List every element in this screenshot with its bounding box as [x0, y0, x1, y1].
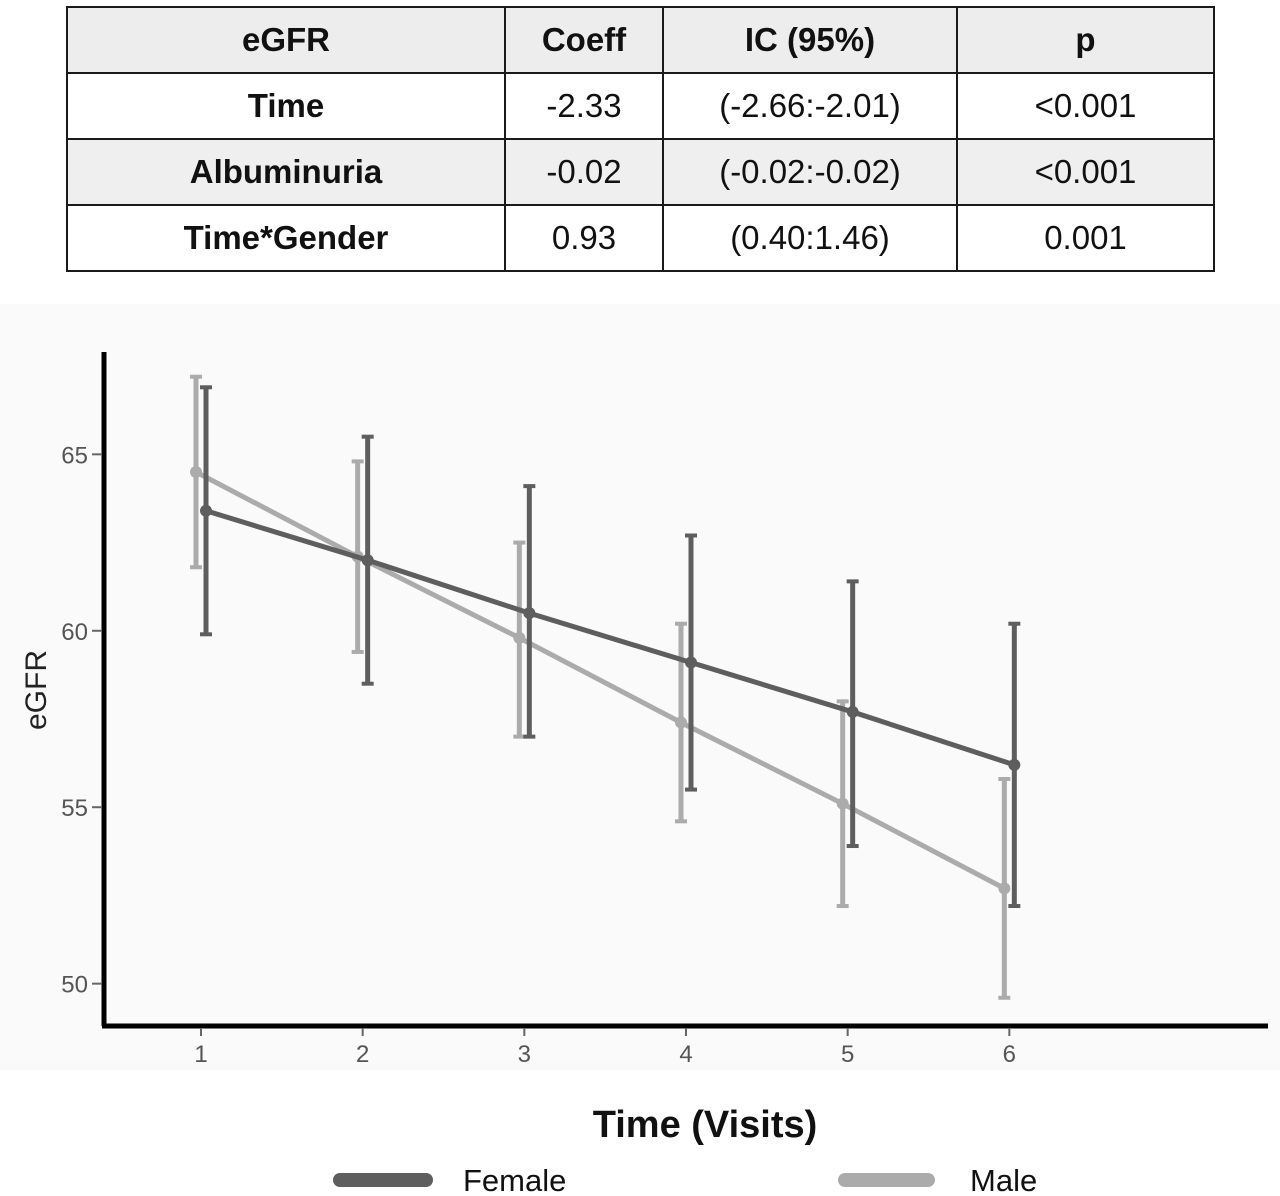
data-point — [846, 705, 859, 718]
row-label: Albuminuria — [66, 138, 506, 206]
series-female — [200, 385, 1021, 909]
x-tick-label: 5 — [841, 1041, 854, 1068]
ticks-layer: 1 2 3 4 5 6 50 55 60 65 — [61, 442, 1016, 1068]
x-axis-label: Time (Visits) — [593, 1104, 818, 1146]
header-coeff: Coeff — [504, 6, 664, 74]
table-row: Time -2.33 (-2.66:-2.01) <0.001 — [66, 72, 1215, 140]
data-point — [513, 631, 526, 644]
cell-ci: (-0.02:-0.02) — [662, 138, 958, 206]
y-tick-label: 55 — [61, 795, 88, 822]
data-point — [190, 465, 202, 478]
cell-ci: (0.40:1.46) — [662, 204, 958, 272]
table-row: Time*Gender 0.93 (0.40:1.46) 0.001 — [66, 204, 1215, 272]
x-tick-label: 6 — [1003, 1041, 1016, 1068]
y-tick-label: 65 — [61, 442, 88, 469]
header-egfr: eGFR — [66, 6, 506, 74]
series-line — [205, 508, 1016, 768]
row-label: Time — [66, 72, 506, 140]
legend: Female Male — [333, 1163, 1037, 1196]
header-ci: IC (95%) — [662, 6, 958, 74]
x-tick-label: 4 — [679, 1041, 692, 1068]
data-point — [361, 554, 374, 567]
y-tick-label: 60 — [61, 619, 88, 646]
data-point — [998, 882, 1011, 895]
cell-p: <0.001 — [956, 72, 1215, 140]
row-label: Time*Gender — [66, 204, 506, 272]
data-point — [685, 656, 697, 669]
legend-label-female: Female — [463, 1163, 566, 1196]
x-tick-label: 3 — [518, 1041, 531, 1068]
header-p: p — [956, 6, 1215, 74]
legend-label-male: Male — [970, 1163, 1037, 1196]
cell-p: 0.001 — [956, 204, 1215, 272]
data-point — [200, 504, 212, 517]
data-point — [1008, 758, 1021, 771]
cell-coeff: -0.02 — [504, 138, 664, 206]
x-tick-label: 2 — [356, 1041, 369, 1068]
series-male — [190, 374, 1011, 1000]
table-row: Albuminuria -0.02 (-0.02:-0.02) <0.001 — [66, 138, 1215, 206]
y-axis-label: eGFR — [20, 650, 53, 730]
data-point — [675, 716, 687, 729]
data-point — [836, 797, 849, 810]
data-point — [523, 607, 536, 620]
cell-coeff: -2.33 — [504, 72, 664, 140]
y-tick-label: 50 — [61, 972, 88, 999]
cell-coeff: 0.93 — [504, 204, 664, 272]
cell-ci: (-2.66:-2.01) — [662, 72, 958, 140]
cell-p: <0.001 — [956, 138, 1215, 206]
regression-table: eGFR Coeff IC (95%) p Time -2.33 (-2.66:… — [66, 6, 1215, 272]
series-line — [194, 469, 1006, 891]
x-tick-label: 1 — [194, 1041, 207, 1068]
series-layer — [190, 374, 1021, 1000]
plot-background — [0, 304, 1280, 1070]
